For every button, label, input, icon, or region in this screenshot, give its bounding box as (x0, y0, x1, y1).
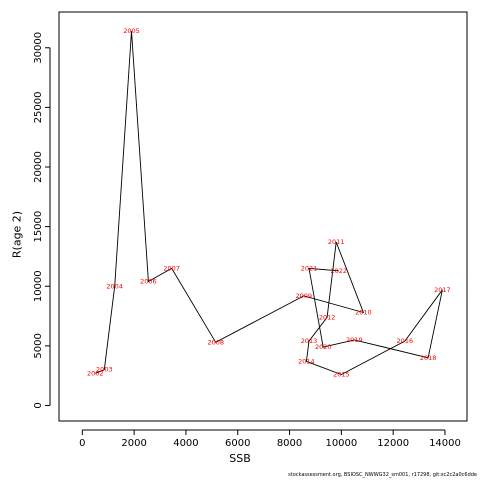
y-axis: 0 5000 10000 15000 20000 25000 30000 (33, 32, 51, 409)
y-tick-label: 5000 (33, 333, 44, 358)
recruitment-ssb-trajectory (95, 31, 443, 375)
point-label-2016: 2016 (397, 337, 414, 345)
plot-frame (58, 11, 468, 422)
footnote: stockassessment.org, BSIOSC_NWWG32_sm001… (288, 472, 477, 478)
x-tick-label: 4000 (173, 438, 198, 449)
x-axis-title: SSB (229, 452, 251, 465)
y-tick-label: 0 (33, 402, 44, 408)
x-tick-label: 8000 (277, 438, 302, 449)
point-label-2006: 2006 (140, 277, 157, 285)
point-label-2012: 2012 (319, 313, 336, 321)
point-label-2009: 2009 (296, 292, 313, 300)
point-label-2018: 2018 (420, 354, 437, 362)
point-label-2005: 2005 (123, 27, 140, 35)
point-label-2019: 2019 (346, 336, 363, 344)
x-tick-label: 2000 (121, 438, 146, 449)
y-tick-label: 25000 (33, 91, 44, 123)
point-label-2011: 2011 (328, 238, 345, 246)
point-label-2013: 2013 (301, 337, 318, 345)
point-label-2010: 2010 (355, 308, 372, 316)
point-label-2014: 2014 (298, 357, 315, 365)
y-tick-label: 10000 (33, 270, 44, 302)
plot-border (58, 11, 468, 422)
point-label-2004: 2004 (106, 282, 123, 290)
x-tick-label: 10000 (325, 438, 357, 449)
x-axis: 0 2000 4000 6000 8000 10000 12000 14000 (79, 429, 461, 449)
series-line-group (95, 31, 443, 375)
x-tick-label: 6000 (225, 438, 250, 449)
point-label-2002: 2002 (87, 369, 104, 377)
y-tick-label: 15000 (33, 211, 44, 243)
x-tick-label: 12000 (377, 438, 409, 449)
point-label-2020: 2020 (315, 343, 332, 351)
point-label-2003: 2003 (96, 366, 113, 374)
point-label-2017: 2017 (434, 286, 451, 294)
point-label-2007: 2007 (163, 264, 180, 272)
point-label-2022: 2022 (330, 267, 347, 275)
y-tick-label: 20000 (33, 151, 44, 183)
x-tick-label: 0 (79, 438, 85, 449)
y-axis-title: R(age 2) (10, 210, 24, 259)
point-label-2021: 2021 (301, 264, 318, 272)
point-label-2015: 2015 (333, 370, 350, 378)
x-tick-label: 14000 (429, 438, 461, 449)
point-label-2008: 2008 (207, 338, 224, 346)
y-tick-label: 30000 (33, 32, 44, 64)
